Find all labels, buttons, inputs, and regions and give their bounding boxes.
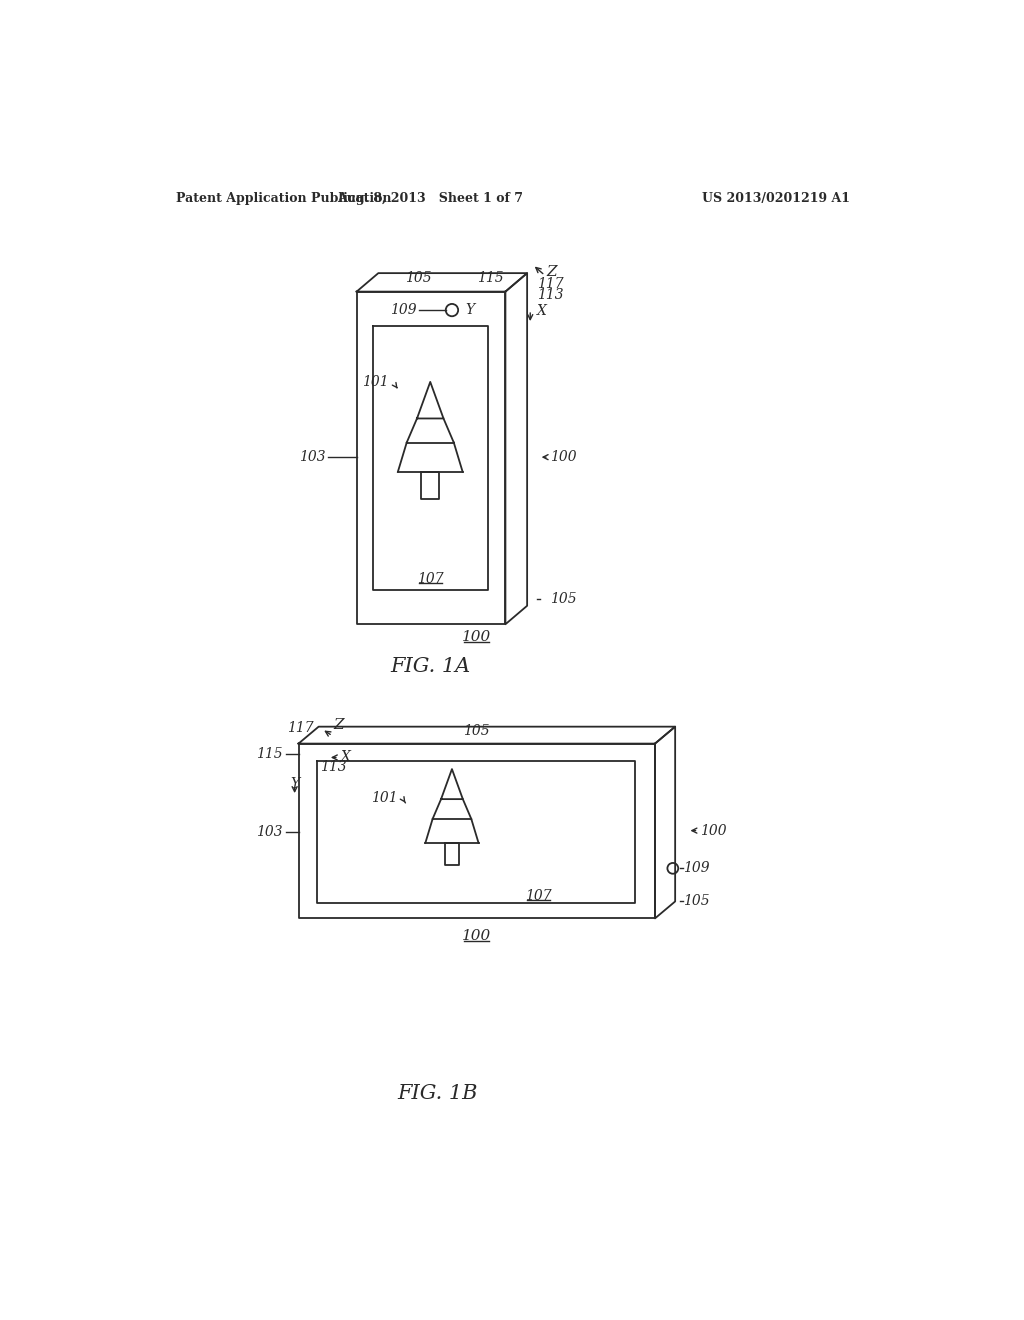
Text: 117: 117 xyxy=(288,721,314,735)
Text: 105: 105 xyxy=(406,271,432,285)
Text: X: X xyxy=(537,304,546,318)
Text: Patent Application Publication: Patent Application Publication xyxy=(176,191,391,205)
Text: 113: 113 xyxy=(538,289,564,302)
Text: X: X xyxy=(341,751,351,764)
Text: 105: 105 xyxy=(683,895,710,908)
Text: Z: Z xyxy=(547,265,557,280)
Text: 107: 107 xyxy=(525,890,552,903)
Text: Z: Z xyxy=(334,718,344,733)
Text: 105: 105 xyxy=(464,723,490,738)
Text: FIG. 1B: FIG. 1B xyxy=(397,1085,478,1104)
Text: 100: 100 xyxy=(462,929,492,942)
Text: 117: 117 xyxy=(538,277,564,290)
Text: 115: 115 xyxy=(477,271,504,285)
Text: 107: 107 xyxy=(417,572,443,586)
Text: Y: Y xyxy=(290,777,299,792)
Text: Y: Y xyxy=(465,304,474,317)
Text: 109: 109 xyxy=(683,862,710,875)
Text: 100: 100 xyxy=(700,824,727,838)
Text: FIG. 1A: FIG. 1A xyxy=(390,657,470,676)
Text: 115: 115 xyxy=(256,747,283,760)
Text: 103: 103 xyxy=(256,825,283,840)
Text: US 2013/0201219 A1: US 2013/0201219 A1 xyxy=(701,191,850,205)
Text: 103: 103 xyxy=(299,450,326,465)
Text: 101: 101 xyxy=(371,791,397,804)
Text: 109: 109 xyxy=(390,304,417,317)
Text: 100: 100 xyxy=(550,450,577,465)
Text: Aug. 8, 2013   Sheet 1 of 7: Aug. 8, 2013 Sheet 1 of 7 xyxy=(337,191,523,205)
Text: 105: 105 xyxy=(550,591,577,606)
Text: 100: 100 xyxy=(462,631,492,644)
Text: 113: 113 xyxy=(321,760,347,775)
Text: 101: 101 xyxy=(361,375,388,388)
